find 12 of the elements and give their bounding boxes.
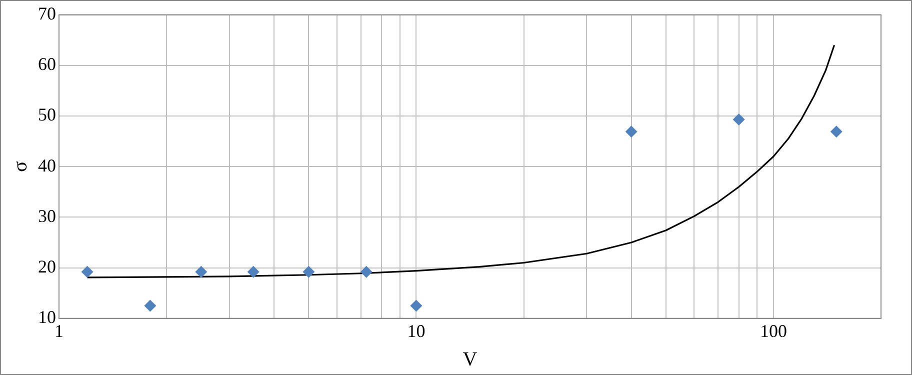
x-tick-label: 10 — [407, 320, 426, 341]
y-tick-label: 10 — [38, 307, 56, 328]
x-tick-label: 100 — [760, 320, 787, 341]
y-tick-label: 70 — [38, 4, 56, 24]
x-axis-title: V — [462, 348, 478, 370]
y-axis-title: σ — [9, 160, 32, 172]
y-tick-label: 40 — [38, 155, 56, 176]
x-tick-label: 1 — [54, 320, 64, 341]
y-tick-label: 50 — [38, 104, 56, 125]
y-tick-label: 20 — [38, 256, 56, 277]
y-tick-label: 60 — [38, 54, 56, 74]
y-tick-label: 30 — [38, 206, 56, 226]
